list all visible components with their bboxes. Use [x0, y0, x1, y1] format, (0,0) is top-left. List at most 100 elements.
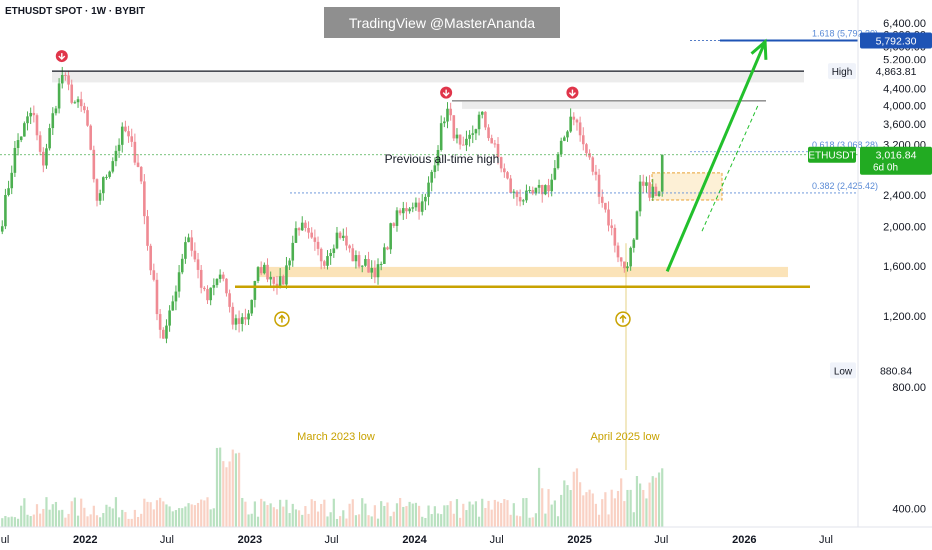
- candle-body: [525, 190, 528, 201]
- volume-bar: [386, 502, 389, 527]
- countdown-label: 6d 0h: [873, 163, 898, 174]
- volume-bar: [519, 516, 522, 527]
- candle-body: [149, 245, 152, 271]
- volume-bar: [127, 518, 130, 527]
- volume-bar: [247, 514, 250, 527]
- candle-body: [490, 138, 494, 144]
- volume-bar: [83, 507, 86, 527]
- volume-bar: [61, 509, 64, 527]
- volume-bar: [531, 517, 534, 527]
- volume-bar: [92, 505, 95, 527]
- candle-body: [203, 287, 206, 290]
- candle-body: [408, 208, 411, 212]
- candle-body: [307, 227, 310, 233]
- candle-body: [323, 261, 326, 266]
- candle-body: [124, 126, 127, 132]
- volume-bar: [528, 517, 531, 527]
- candle-body: [133, 141, 137, 163]
- price-tick-label: 400.00: [892, 504, 926, 516]
- candle-body: [512, 191, 516, 193]
- candle-body: [531, 189, 535, 194]
- candle-body: [79, 99, 83, 107]
- candle-body: [474, 129, 478, 134]
- candle-body: [389, 223, 392, 250]
- volume-bar: [657, 472, 661, 527]
- candle-body: [16, 140, 20, 148]
- candle-body: [468, 134, 471, 139]
- candle-body: [247, 313, 250, 320]
- volume-bar: [184, 506, 187, 527]
- candle-body: [654, 186, 658, 196]
- volume-bar: [569, 490, 572, 527]
- candle-body: [234, 318, 238, 325]
- volume-bar: [459, 517, 462, 527]
- time-tick-label: 2023: [238, 534, 262, 546]
- candle-body: [566, 131, 569, 138]
- volume-bar: [440, 514, 443, 527]
- candle-body: [379, 263, 383, 265]
- candle-body: [420, 201, 424, 212]
- candle-body: [57, 83, 61, 109]
- candle-body: [250, 299, 254, 314]
- candle-body: [266, 264, 269, 280]
- candle-body: [35, 115, 39, 136]
- volume-bar: [99, 517, 102, 527]
- volume-bar: [190, 504, 193, 527]
- volume-bar: [357, 514, 361, 527]
- low-tag-bg: [830, 362, 856, 379]
- low-price-tag: 880.84: [880, 365, 912, 377]
- candle-body: [187, 237, 190, 243]
- up-arrow-icon: [619, 314, 627, 323]
- volume-bar: [550, 504, 553, 527]
- time-tick-label: Jul: [325, 534, 339, 546]
- watermark-box: [324, 7, 560, 38]
- volume-bar: [484, 507, 487, 527]
- volume-bar: [32, 514, 35, 527]
- price-tick-label: 1,200.00: [883, 311, 926, 323]
- volume-bar: [427, 505, 430, 527]
- last-price-tag-bg: [860, 146, 932, 175]
- candle-body: [244, 317, 247, 320]
- candle-body: [4, 195, 7, 227]
- candle-body: [111, 161, 115, 172]
- volume-bar: [648, 482, 651, 527]
- candle-body: [319, 248, 323, 262]
- candle-body: [215, 278, 219, 286]
- candle-body: [364, 258, 367, 266]
- candle-body: [591, 157, 595, 172]
- volume-bar: [57, 510, 61, 527]
- volume-bar: [162, 501, 165, 527]
- volume-bar: [585, 492, 588, 527]
- candle-body: [559, 140, 563, 155]
- volume-bar: [629, 489, 632, 527]
- candle-body: [335, 232, 339, 249]
- symbol-title[interactable]: ETHUSDT SPOT · 1W · BYBIT: [5, 6, 145, 17]
- price-axis[interactable]: 400.00 800.00 1,200.00 1,600.00 2,000.00 2,40…: [808, 0, 932, 527]
- volume-bar: [323, 499, 326, 527]
- volume-bar: [560, 494, 563, 527]
- volume-bar: [165, 504, 168, 527]
- down-arrow-icon: [58, 53, 66, 61]
- time-axis[interactable]: Jul 2022 Jul 2023 Jul 2024 Jul 2025 Jul 2026 Jul: [0, 526, 932, 546]
- candle-body: [345, 235, 348, 246]
- candle-body: [190, 237, 194, 251]
- candle-body: [263, 264, 266, 274]
- volume-bar: [481, 498, 484, 527]
- candle-body: [155, 279, 159, 315]
- volume-bar: [269, 503, 272, 527]
- fib-1618-price-tag: 5,792.30: [876, 36, 917, 48]
- time-tick-label: Jul: [160, 534, 174, 546]
- candle-body: [316, 241, 320, 249]
- volume-bar: [348, 503, 351, 527]
- volume-bar: [639, 483, 642, 527]
- candle-body: [29, 112, 32, 117]
- candle-body: [297, 228, 301, 231]
- volume-bar: [108, 506, 111, 527]
- candle-body: [98, 193, 102, 201]
- volume-bar: [563, 480, 566, 527]
- candle-body: [54, 108, 58, 114]
- volume-bar: [275, 509, 279, 527]
- volume-bar: [143, 498, 146, 527]
